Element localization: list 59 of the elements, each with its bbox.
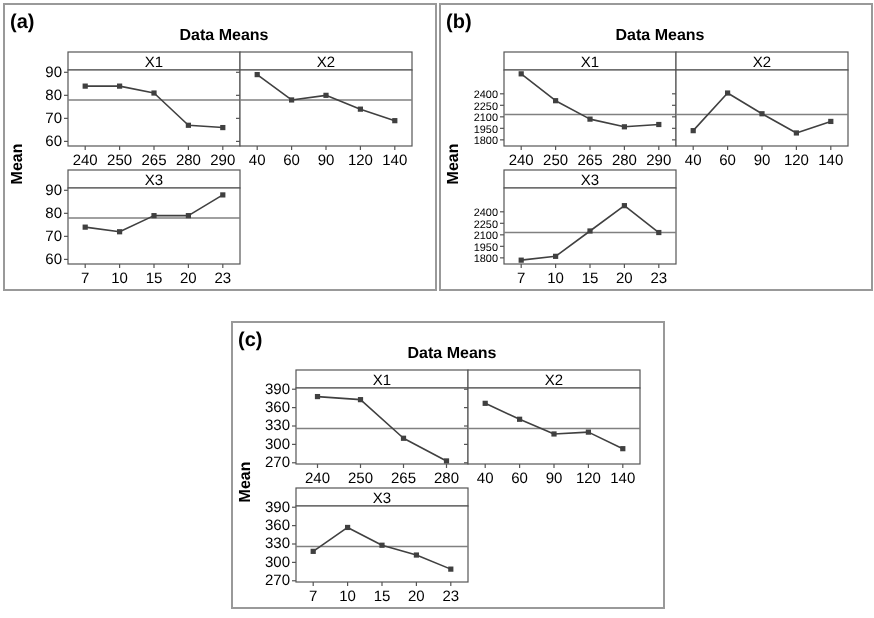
point [220,192,226,198]
point [117,229,123,235]
line-series [518,203,662,263]
point [585,429,591,435]
point [690,128,696,134]
point [587,228,593,234]
point [357,106,363,112]
point [379,542,385,548]
point [345,524,351,531]
line-series [518,71,662,130]
point [620,446,626,452]
point [413,552,419,558]
text: Data Means [179,26,270,44]
point [82,83,88,89]
point [448,566,454,572]
text: (b) [446,12,472,34]
line-series [310,524,454,572]
point [551,431,557,437]
point [220,124,226,131]
point [828,118,834,125]
text: (a) [10,12,35,34]
text: Data Means [407,344,498,362]
point [443,458,450,464]
point [314,393,321,400]
line-series [82,83,226,131]
point [482,400,488,406]
point [517,416,523,422]
y-axis-title: Mean [444,143,462,185]
point [357,397,364,403]
point [185,122,191,128]
point [151,90,157,96]
point [725,90,731,96]
point [185,213,191,219]
point [254,72,260,78]
point [518,257,524,263]
line-series [82,192,226,235]
y-axis-title: Mean [8,143,26,185]
y-axis-title: Mean [236,461,254,503]
point [392,118,398,124]
point [400,435,407,441]
point [587,116,593,122]
point [151,213,157,219]
point [553,98,559,104]
point [323,92,329,98]
point [621,203,627,209]
point [656,121,662,128]
point [117,83,123,89]
text: Data Means [615,26,706,44]
point [793,130,799,136]
point [621,124,627,130]
point [289,97,295,103]
point [310,548,316,554]
point [82,224,88,230]
point [656,229,662,236]
point [518,71,524,77]
line-series [314,393,450,464]
point [553,253,559,259]
point [759,111,765,117]
text: (c) [238,330,263,352]
